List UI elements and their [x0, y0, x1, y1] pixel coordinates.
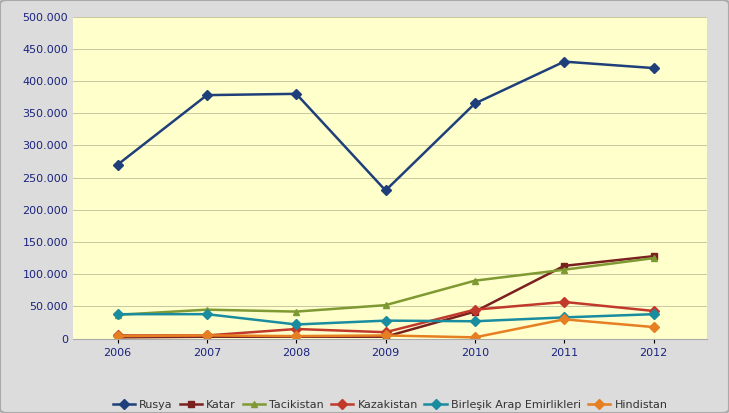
- Birleşik Arap Emirlikleri: [292, 322, 300, 327]
- Katar: [649, 254, 658, 259]
- Katar: [560, 263, 569, 268]
- Line: Tacikistan: Tacikistan: [114, 255, 657, 318]
- Hindistan: [292, 334, 300, 339]
- Tacikistan: [292, 309, 300, 314]
- Hindistan: [113, 334, 122, 339]
- Line: Kazakistan: Kazakistan: [114, 299, 657, 339]
- Rusya: [203, 93, 211, 97]
- Rusya: [292, 91, 300, 96]
- Kazakistan: [292, 327, 300, 332]
- Hindistan: [560, 317, 569, 322]
- Tacikistan: [381, 303, 390, 308]
- Tacikistan: [113, 312, 122, 317]
- Tacikistan: [470, 278, 479, 283]
- Hindistan: [649, 325, 658, 330]
- Line: Birleşik Arap Emirlikleri: Birleşik Arap Emirlikleri: [114, 311, 657, 328]
- Katar: [113, 335, 122, 340]
- Birleşik Arap Emirlikleri: [649, 312, 658, 317]
- Tacikistan: [560, 267, 569, 272]
- Tacikistan: [203, 307, 211, 312]
- Line: Hindistan: Hindistan: [114, 316, 657, 341]
- Kazakistan: [381, 330, 390, 335]
- Kazakistan: [649, 309, 658, 313]
- Line: Katar: Katar: [114, 253, 657, 341]
- Rusya: [381, 188, 390, 193]
- Legend: Rusya, Katar, Tacikistan, Kazakistan, Birleşik Arap Emirlikleri, Hindistan: Rusya, Katar, Tacikistan, Kazakistan, Bi…: [108, 396, 672, 413]
- Katar: [381, 334, 390, 339]
- Kazakistan: [470, 307, 479, 312]
- Rusya: [113, 162, 122, 167]
- Rusya: [470, 101, 479, 106]
- Birleşik Arap Emirlikleri: [381, 318, 390, 323]
- Kazakistan: [113, 333, 122, 338]
- Kazakistan: [203, 333, 211, 338]
- Kazakistan: [560, 299, 569, 304]
- Birleşik Arap Emirlikleri: [470, 319, 479, 324]
- Katar: [470, 309, 479, 314]
- Katar: [203, 334, 211, 339]
- Katar: [292, 334, 300, 339]
- Hindistan: [381, 333, 390, 338]
- Hindistan: [470, 335, 479, 340]
- Line: Rusya: Rusya: [114, 58, 657, 194]
- Birleşik Arap Emirlikleri: [203, 312, 211, 317]
- Birleşik Arap Emirlikleri: [113, 312, 122, 317]
- Rusya: [649, 66, 658, 71]
- Hindistan: [203, 333, 211, 338]
- Birleşik Arap Emirlikleri: [560, 315, 569, 320]
- Tacikistan: [649, 256, 658, 261]
- Rusya: [560, 59, 569, 64]
